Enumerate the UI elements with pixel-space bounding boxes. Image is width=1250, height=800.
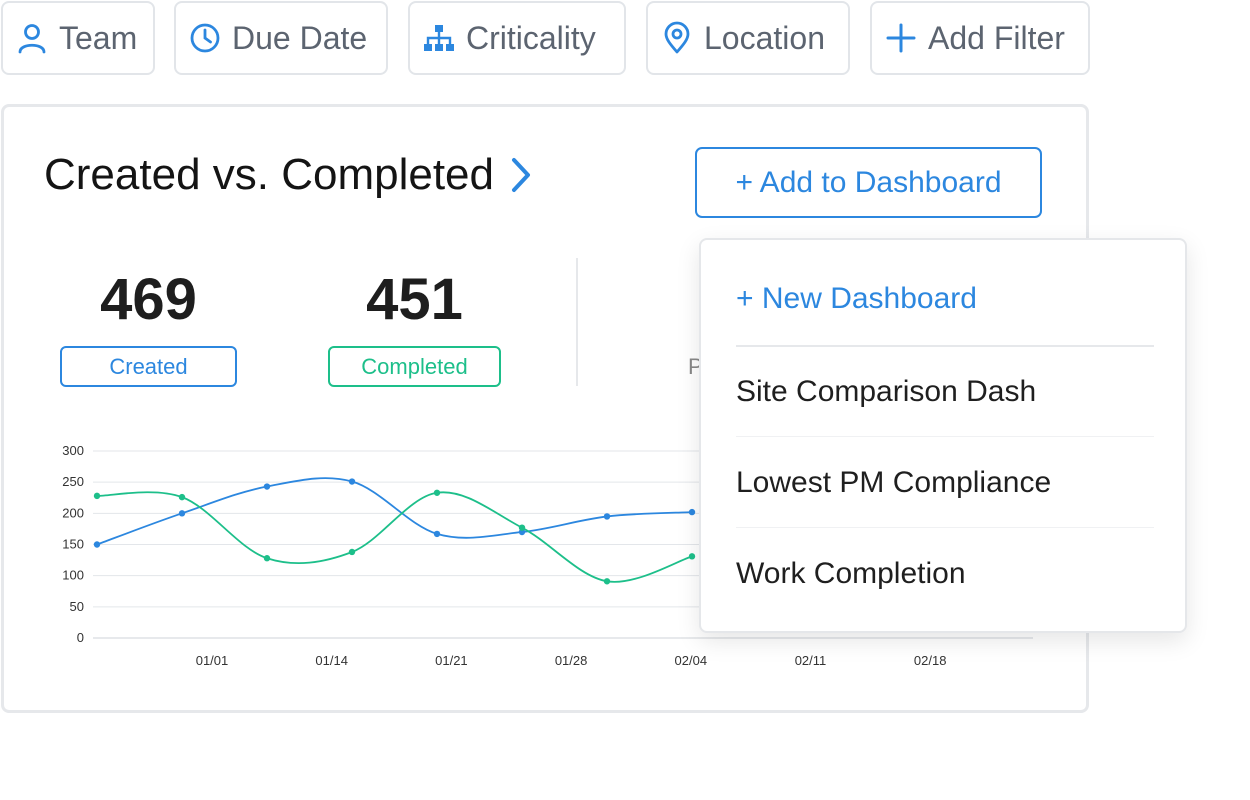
completed-data-point <box>263 555 271 562</box>
filter-label: Criticality <box>466 19 596 56</box>
y-tick-label: 100 <box>62 568 84 583</box>
menu-divider <box>736 436 1154 437</box>
filter-due-date[interactable]: Due Date <box>174 1 388 75</box>
y-tick-label: 250 <box>62 474 84 489</box>
created-data-point <box>603 513 611 520</box>
card-title[interactable]: Created vs. Completed <box>44 150 536 200</box>
completed-data-point <box>178 493 186 501</box>
filter-label: Due Date <box>232 19 368 56</box>
created-data-point <box>348 478 356 485</box>
hierarchy-icon <box>422 21 456 55</box>
new-dashboard-option[interactable]: + New Dashboard <box>736 282 977 315</box>
menu-divider <box>736 345 1154 347</box>
x-tick-label: 01/01 <box>196 653 229 668</box>
x-tick-label: 02/11 <box>795 653 827 668</box>
completed-data-point <box>518 524 526 531</box>
dashboard-option-site-comparison[interactable]: Site Comparison Dash <box>736 375 1037 408</box>
completed-data-point <box>433 489 441 496</box>
completed-data-point <box>603 578 611 585</box>
add-to-dashboard-button[interactable]: + Add to Dashboard <box>695 147 1042 218</box>
clock-icon <box>188 21 222 55</box>
x-tick-label: 01/14 <box>315 653 348 668</box>
x-tick-label: 02/18 <box>914 653 947 668</box>
completed-badge: Completed <box>328 346 501 387</box>
y-tick-label: 0 <box>77 630 84 645</box>
completed-count: 451 <box>366 267 463 332</box>
y-tick-label: 200 <box>62 505 84 520</box>
card-title-text: Created vs. Completed <box>44 150 494 199</box>
location-pin-icon <box>660 21 694 55</box>
dashboard-dropdown-menu: + New Dashboard Site Comparison Dash Low… <box>699 238 1187 633</box>
stats-divider <box>576 258 578 386</box>
x-tick-label: 01/28 <box>555 653 588 668</box>
x-tick-label: 02/04 <box>675 653 708 668</box>
created-data-point <box>93 541 101 548</box>
filter-criticality[interactable]: Criticality <box>408 1 626 75</box>
created-badge: Created <box>60 346 237 387</box>
dashboard-option-lowest-pm-compliance[interactable]: Lowest PM Compliance <box>736 466 1052 499</box>
filter-label: Location <box>704 19 825 56</box>
y-tick-label: 50 <box>70 599 84 614</box>
created-data-point <box>688 508 696 516</box>
created-data-point <box>433 530 441 538</box>
dashboard-option-work-completion[interactable]: Work Completion <box>736 557 966 590</box>
created-data-point <box>263 483 271 490</box>
completed-series-line <box>96 491 693 583</box>
y-tick-label: 300 <box>62 443 84 458</box>
created-count: 469 <box>100 267 197 332</box>
created-data-point <box>178 510 186 517</box>
filter-team[interactable]: Team <box>1 1 155 75</box>
y-tick-label: 150 <box>62 537 84 552</box>
x-tick-label: 01/21 <box>435 653 468 668</box>
add-filter-button[interactable]: Add Filter <box>870 1 1090 75</box>
completed-data-point <box>688 553 696 560</box>
filter-location[interactable]: Location <box>646 1 850 75</box>
created-series-line <box>96 477 693 546</box>
filter-label: Team <box>59 19 138 56</box>
menu-divider <box>736 527 1154 528</box>
person-icon <box>15 21 49 55</box>
chevron-right-icon[interactable] <box>510 155 536 195</box>
completed-data-point <box>93 492 101 500</box>
filter-label: Add Filter <box>928 19 1065 56</box>
completed-data-point <box>348 548 356 556</box>
plus-icon <box>884 21 918 55</box>
